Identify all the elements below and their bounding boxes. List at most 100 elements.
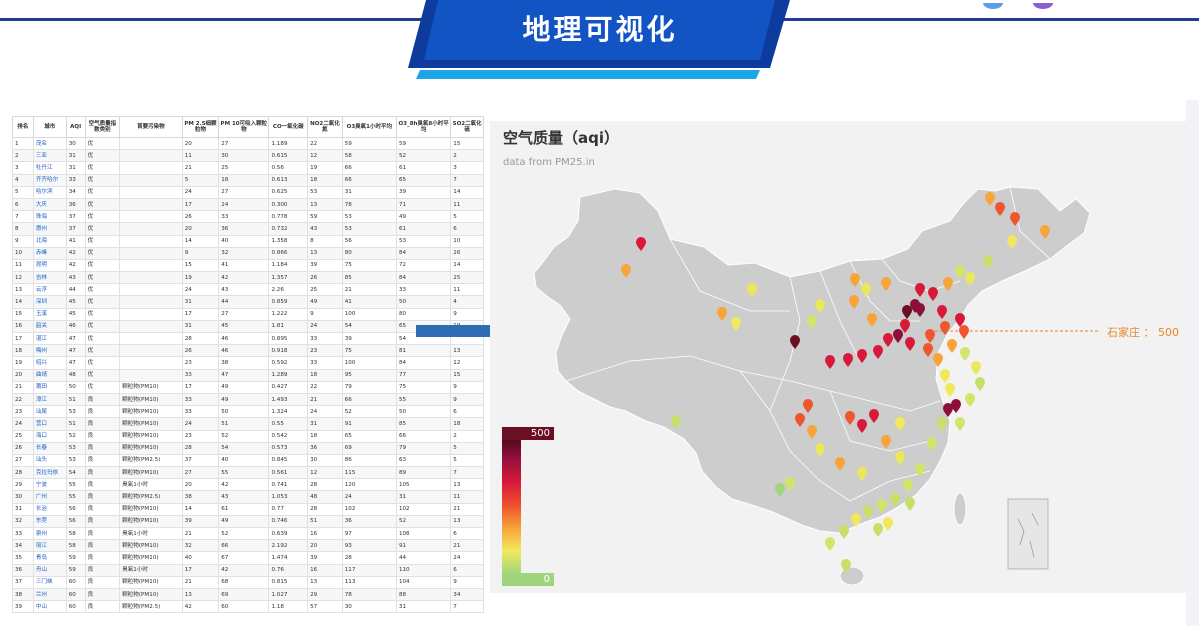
city-marker-icon[interactable] <box>955 265 965 279</box>
column-header[interactable]: 首要污染物 <box>119 116 183 138</box>
city-link[interactable]: 广州 <box>32 490 67 504</box>
city-link[interactable]: 东莞 <box>32 514 67 529</box>
city-marker-icon[interactable] <box>965 393 975 407</box>
city-link[interactable]: 哈尔滨 <box>32 185 67 199</box>
city-marker-icon[interactable] <box>925 329 935 343</box>
city-link[interactable]: 兰州 <box>32 587 67 602</box>
city-marker-icon[interactable] <box>873 345 883 359</box>
city-marker-icon[interactable] <box>747 283 757 297</box>
city-link[interactable]: 汕头 <box>32 453 67 468</box>
city-marker-icon[interactable] <box>803 398 813 413</box>
city-marker-icon[interactable] <box>835 457 845 471</box>
city-marker-icon[interactable] <box>940 369 950 383</box>
city-marker-icon[interactable] <box>867 313 877 327</box>
city-link[interactable]: 赤峰 <box>32 246 67 260</box>
city-link[interactable]: 曲靖 <box>32 368 67 382</box>
city-marker-icon[interactable] <box>790 335 800 349</box>
city-link[interactable]: 汕尾 <box>32 405 67 419</box>
city-marker-icon[interactable] <box>895 451 905 465</box>
city-link[interactable]: 克拉玛依 <box>32 466 67 480</box>
city-marker-icon[interactable] <box>863 505 873 519</box>
city-marker-icon[interactable] <box>825 355 835 369</box>
city-marker-icon[interactable] <box>959 325 969 339</box>
city-marker-icon[interactable] <box>839 525 849 539</box>
city-link[interactable]: 三亚 <box>32 149 67 163</box>
city-marker-icon[interactable] <box>857 467 867 481</box>
city-marker-icon[interactable] <box>845 411 855 425</box>
city-marker-icon[interactable] <box>985 192 995 206</box>
city-marker-icon[interactable] <box>943 277 953 291</box>
city-marker-icon[interactable] <box>807 315 817 329</box>
city-marker-icon[interactable] <box>850 273 860 287</box>
column-header[interactable]: O3臭氧1小时平均 <box>341 116 397 138</box>
city-marker-icon[interactable] <box>915 303 925 317</box>
city-link[interactable]: 珠海 <box>32 210 67 224</box>
column-header[interactable]: CO一氧化碳 <box>268 116 309 138</box>
city-marker-icon[interactable] <box>851 513 861 527</box>
column-header[interactable]: PM 2.5细颗粒物 <box>181 116 220 138</box>
city-marker-icon[interactable] <box>857 349 867 363</box>
city-link[interactable]: 湛江 <box>32 331 67 346</box>
city-marker-icon[interactable] <box>965 272 975 286</box>
city-marker-icon[interactable] <box>983 255 993 269</box>
city-marker-icon[interactable] <box>636 237 646 251</box>
city-marker-icon[interactable] <box>843 353 853 367</box>
city-marker-icon[interactable] <box>621 264 631 278</box>
city-marker-icon[interactable] <box>881 435 891 449</box>
city-link[interactable]: 丽江 <box>32 539 67 553</box>
city-marker-icon[interactable] <box>955 417 965 431</box>
city-link[interactable]: 玉溪 <box>32 307 67 321</box>
legend-gradient[interactable] <box>502 439 521 575</box>
column-header[interactable]: 城市 <box>32 116 67 138</box>
legend-min-handle[interactable]: 0 <box>502 573 554 586</box>
city-link[interactable]: 北海 <box>32 234 67 248</box>
city-marker-icon[interactable] <box>671 415 681 429</box>
city-link[interactable]: 长春 <box>32 441 67 455</box>
city-link[interactable]: 惠州 <box>32 222 67 236</box>
city-marker-icon[interactable] <box>1040 225 1050 239</box>
city-link[interactable]: 深圳 <box>32 295 67 309</box>
city-marker-icon[interactable] <box>883 333 893 347</box>
city-link[interactable]: 梅州 <box>32 344 67 358</box>
city-marker-icon[interactable] <box>943 403 953 417</box>
city-marker-icon[interactable] <box>903 479 913 493</box>
city-marker-icon[interactable] <box>841 559 851 573</box>
column-header[interactable]: 排名 <box>12 116 34 138</box>
city-marker-icon[interactable] <box>775 483 785 497</box>
city-marker-icon[interactable] <box>933 353 943 367</box>
city-marker-icon[interactable] <box>795 413 805 427</box>
city-link[interactable]: 昆明 <box>32 258 67 273</box>
city-marker-icon[interactable] <box>900 319 910 333</box>
city-link[interactable]: 齐齐哈尔 <box>32 173 67 187</box>
city-link[interactable]: 宁波 <box>32 478 67 492</box>
page-scrollbar[interactable] <box>1186 100 1199 626</box>
city-marker-icon[interactable] <box>785 477 795 491</box>
city-marker-icon[interactable] <box>995 202 1005 216</box>
city-marker-icon[interactable] <box>731 317 741 331</box>
city-link[interactable]: 云浮 <box>32 283 67 297</box>
city-marker-icon[interactable] <box>927 437 937 451</box>
city-marker-icon[interactable] <box>915 463 925 477</box>
city-marker-icon[interactable] <box>815 443 825 457</box>
city-marker-icon[interactable] <box>960 347 970 361</box>
city-marker-icon[interactable] <box>902 305 912 319</box>
city-marker-icon[interactable] <box>975 377 985 391</box>
city-marker-icon[interactable] <box>861 283 871 297</box>
city-marker-icon[interactable] <box>890 493 900 507</box>
column-header[interactable]: NO2二氧化氮 <box>307 116 343 138</box>
city-link[interactable]: 吉林 <box>32 271 67 285</box>
city-marker-icon[interactable] <box>881 277 891 291</box>
city-marker-icon[interactable] <box>1007 235 1017 249</box>
city-marker-icon[interactable] <box>951 399 961 413</box>
city-marker-icon[interactable] <box>971 361 981 375</box>
city-marker-icon[interactable] <box>807 425 817 439</box>
column-header[interactable]: PM 10可吸入颗粒物 <box>218 116 270 138</box>
city-link[interactable]: 绍兴 <box>32 356 67 370</box>
city-marker-icon[interactable] <box>923 343 933 357</box>
city-link[interactable]: 舟山 <box>32 563 67 577</box>
city-link[interactable]: 韶关 <box>32 319 67 334</box>
column-header[interactable]: O3_8h臭氧8小时平均 <box>395 116 452 138</box>
city-marker-icon[interactable] <box>940 321 950 335</box>
city-link[interactable]: 三门峡 <box>32 575 67 589</box>
city-link[interactable]: 大庆 <box>32 197 67 212</box>
